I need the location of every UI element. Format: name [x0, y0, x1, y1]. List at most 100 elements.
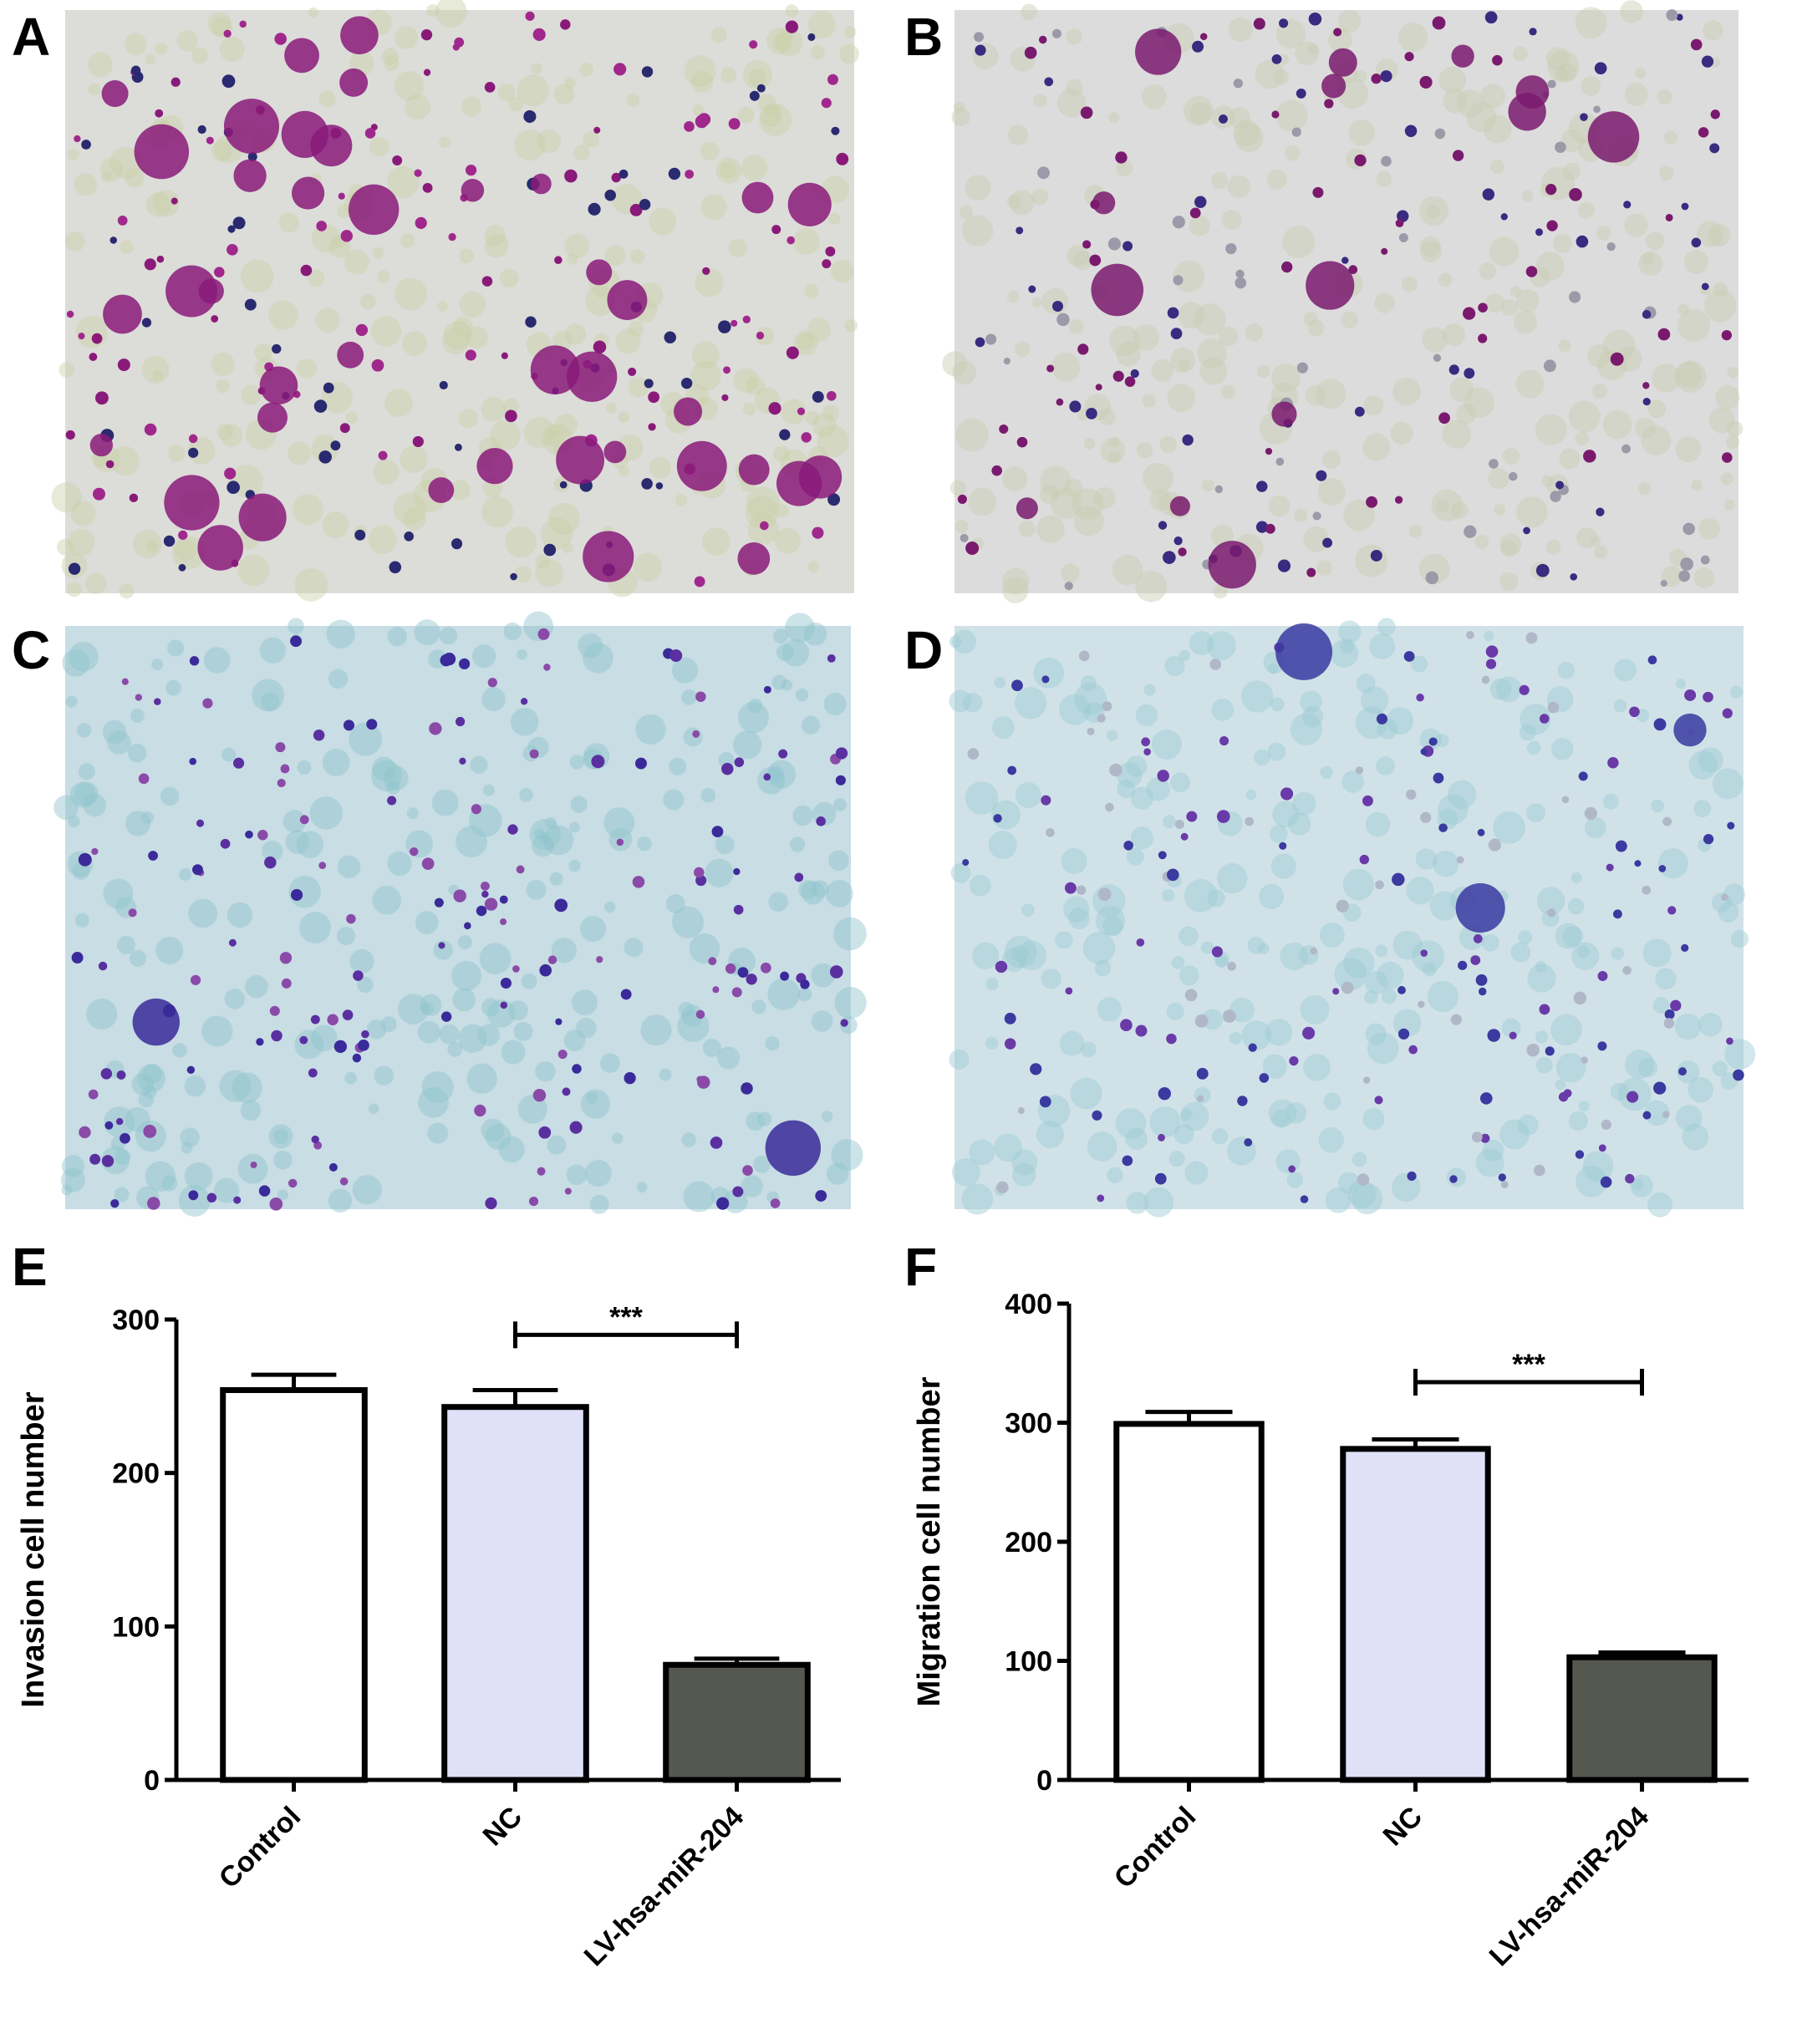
cell: [1526, 1043, 1540, 1057]
photo-texture: [1109, 325, 1140, 357]
photo-texture: [59, 362, 74, 378]
photo-texture: [1228, 17, 1253, 42]
photo-texture: [545, 816, 557, 829]
photo-texture: [373, 459, 400, 486]
photo-texture: [1644, 1100, 1670, 1126]
cell: [271, 1030, 283, 1042]
cell: [178, 563, 186, 572]
photo-texture: [798, 880, 818, 900]
photo-texture: [160, 1175, 178, 1192]
photo-texture: [1184, 1161, 1209, 1185]
photo-texture: [831, 1139, 863, 1172]
photo-texture: [1108, 451, 1121, 464]
photo-texture: [1715, 385, 1740, 410]
cell: [144, 258, 156, 271]
cell: [821, 98, 832, 109]
photo-texture: [1365, 1023, 1387, 1045]
photo-texture: [1535, 1030, 1549, 1044]
cell: [1296, 88, 1306, 99]
photo-texture: [833, 917, 867, 951]
cell: [1578, 771, 1588, 781]
photo-texture: [1480, 84, 1505, 109]
photo-texture: [526, 879, 547, 900]
cell: [190, 974, 201, 985]
cell: [1312, 511, 1321, 521]
cell: [1709, 143, 1720, 154]
photo-texture: [337, 855, 361, 879]
cell: [1362, 1076, 1371, 1084]
cell: [279, 952, 293, 964]
photo-texture: [1207, 889, 1225, 908]
photo-texture: [1587, 344, 1611, 369]
cell: [532, 28, 546, 41]
photo-texture: [308, 7, 318, 18]
cell: [258, 1185, 271, 1197]
photo-texture: [237, 554, 270, 587]
photo-texture: [1390, 421, 1413, 445]
photo-texture: [985, 977, 999, 991]
photo-texture: [1066, 28, 1082, 45]
photo-texture: [1068, 908, 1090, 929]
photo-texture: [640, 1014, 672, 1046]
photo-texture: [969, 874, 991, 897]
x-tick-label: LV-hsa-miR-204: [578, 1801, 751, 1973]
photo-texture: [456, 826, 487, 858]
photo-texture: [728, 238, 748, 257]
cell: [825, 246, 836, 257]
cell: [1082, 240, 1092, 249]
photo-texture: [1582, 1151, 1614, 1182]
photo-texture: [535, 558, 563, 587]
cell: [1478, 333, 1488, 343]
photo-texture: [1221, 209, 1242, 231]
photo-texture: [692, 104, 705, 116]
photo-texture: [70, 501, 96, 526]
photo-texture: [1355, 544, 1388, 577]
cell: [1322, 537, 1333, 548]
cell: [1174, 819, 1184, 829]
photo-texture: [547, 430, 565, 448]
x-tick-label: Control: [213, 1801, 307, 1894]
photo-texture: [1730, 929, 1749, 948]
cell: [628, 367, 637, 377]
cell: [1407, 1171, 1417, 1181]
photo-texture: [1386, 707, 1414, 735]
cell: [555, 1018, 563, 1025]
photo-texture: [152, 190, 180, 217]
photo-texture: [628, 377, 649, 398]
stained-cell: [1135, 28, 1182, 75]
photo-texture: [1435, 499, 1449, 513]
photo-texture: [1555, 923, 1581, 949]
cell: [192, 864, 203, 876]
photo-texture: [115, 1148, 131, 1165]
photo-texture: [395, 26, 419, 49]
photo-texture: [458, 409, 478, 429]
cell: [1481, 675, 1490, 684]
cell: [723, 366, 731, 374]
cell: [1662, 816, 1672, 826]
cell: [1529, 28, 1537, 36]
photo-texture: [1151, 729, 1182, 760]
cell: [1095, 384, 1102, 391]
photo-texture: [1658, 165, 1674, 181]
photo-texture: [1004, 935, 1037, 969]
photo-texture: [678, 1001, 695, 1018]
photo-texture: [1159, 435, 1177, 454]
photo-texture: [628, 321, 644, 337]
photo-texture: [1189, 215, 1210, 236]
photo-texture: [1475, 1148, 1504, 1177]
photo-texture: [1703, 289, 1737, 323]
cell: [756, 331, 765, 340]
cell: [1642, 310, 1652, 319]
cell: [220, 838, 231, 849]
photo-texture: [439, 136, 451, 149]
photo-texture: [636, 1182, 648, 1193]
stained-cell: [1673, 713, 1707, 747]
cell: [1394, 496, 1403, 504]
stained-cell: [284, 38, 319, 74]
cell: [1158, 521, 1168, 530]
photo-texture: [748, 699, 763, 714]
photo-texture: [311, 435, 339, 463]
photo-texture: [395, 277, 427, 311]
cell: [1484, 11, 1498, 24]
photo-texture: [757, 766, 786, 795]
